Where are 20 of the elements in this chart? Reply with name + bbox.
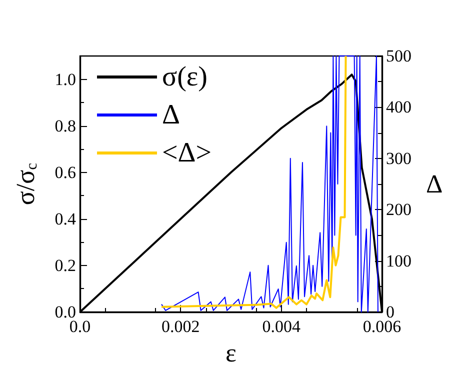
- y2-tick-label: 500: [386, 46, 412, 66]
- x-tick-label: 0.002: [162, 317, 200, 336]
- y2-tick-label: 400: [386, 98, 412, 117]
- y2-tick-label: 100: [386, 251, 412, 270]
- y-tick-label: 0.8: [54, 116, 76, 136]
- legend-label: <Δ>: [162, 138, 212, 168]
- legend-label: σ(ε): [162, 62, 208, 92]
- line-series: [161, 56, 378, 312]
- x-tick-label: 0.004: [262, 317, 301, 336]
- y-tick-label: 1.0: [54, 70, 76, 89]
- line-series: [160, 55, 347, 309]
- y2-axis-title: Δ: [426, 170, 443, 198]
- y2-tick-label: 300: [386, 148, 412, 168]
- y-axis-title: σ/σc: [11, 162, 40, 206]
- y-tick-label: 0.6: [54, 162, 76, 182]
- legend-label: Δ: [162, 100, 180, 130]
- y2-tick-label: 200: [386, 200, 412, 220]
- y-tick-label: 0.2: [54, 256, 76, 275]
- y-tick-label: 0.4: [54, 209, 76, 228]
- x-axis-title: ε: [226, 338, 237, 368]
